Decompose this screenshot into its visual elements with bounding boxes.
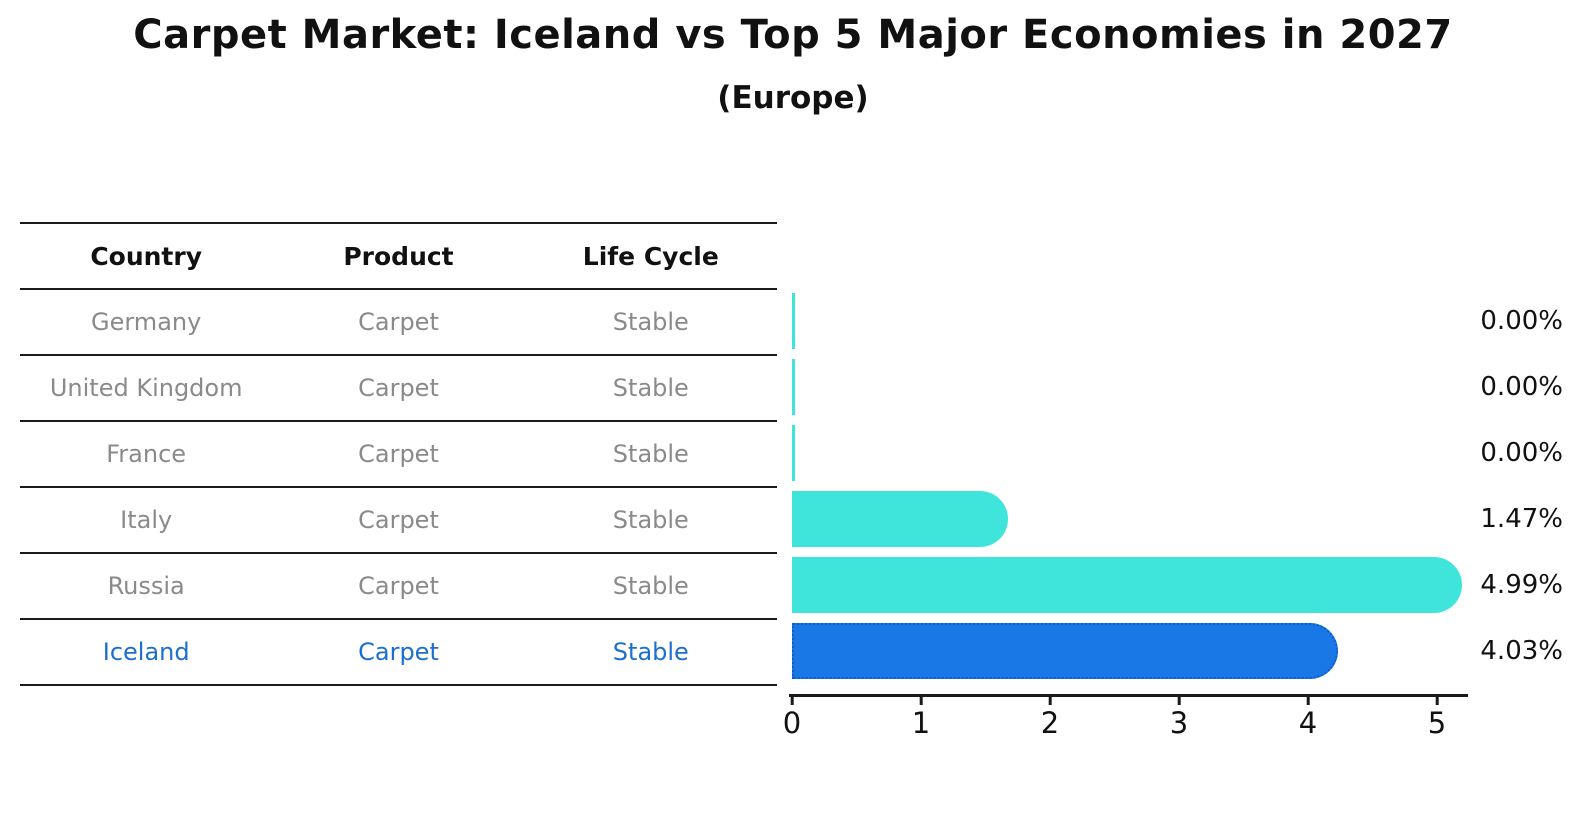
x-tick-2: [1048, 696, 1052, 705]
cell-country: Iceland: [102, 638, 190, 666]
cell-product: Carpet: [358, 440, 439, 468]
x-tick-1: [919, 696, 923, 705]
country-table: Country Product Life Cycle Germany Carpe…: [20, 222, 777, 686]
x-tick-3: [1177, 696, 1181, 705]
cell-country: Italy: [120, 506, 173, 534]
bar-italy: [792, 491, 1008, 547]
bar-france: [792, 425, 795, 481]
table-row-united-kingdom: United Kingdom Carpet Stable: [20, 356, 777, 422]
cell-life-cycle: Stable: [612, 506, 689, 534]
cell-country: Russia: [107, 572, 185, 600]
x-ticklabel-4: 4: [1298, 706, 1318, 740]
value-label-russia: 4.99%: [1480, 570, 1563, 600]
table-row-germany: Germany Carpet Stable: [20, 290, 777, 356]
x-tick-5: [1435, 696, 1439, 705]
bar-russia: [792, 557, 1462, 613]
x-ticklabel-3: 3: [1169, 706, 1189, 740]
cell-product: Carpet: [358, 374, 439, 402]
cell-life-cycle: Stable: [612, 440, 689, 468]
chart-title: Carpet Market: Iceland vs Top 5 Major Ec…: [133, 12, 1453, 58]
bar-united-kingdom: [792, 359, 795, 415]
x-tick-0: [790, 696, 794, 705]
table-row-france: France Carpet Stable: [20, 422, 777, 488]
header-life-cycle: Life Cycle: [582, 241, 719, 271]
cell-product: Carpet: [358, 506, 439, 534]
table-row-iceland: Iceland Carpet Stable: [20, 620, 777, 686]
header-product: Product: [343, 241, 454, 271]
cell-product: Carpet: [358, 308, 439, 336]
table-row-russia: Russia Carpet Stable: [20, 554, 777, 620]
x-ticklabel-5: 5: [1427, 706, 1447, 740]
x-tick-4: [1306, 696, 1310, 705]
cell-life-cycle: Stable: [612, 572, 689, 600]
cell-life-cycle: Stable: [612, 308, 689, 336]
chart-subtitle: (Europe): [717, 80, 869, 116]
header-country: Country: [90, 241, 203, 271]
value-label-united-kingdom: 0.00%: [1480, 372, 1563, 402]
x-ticklabel-0: 0: [782, 706, 802, 740]
bar-germany: [792, 293, 795, 349]
x-axis-line: [789, 694, 1468, 697]
value-label-france: 0.00%: [1480, 438, 1563, 468]
table-row-italy: Italy Carpet Stable: [20, 488, 777, 554]
cell-product: Carpet: [358, 572, 439, 600]
x-ticklabel-2: 2: [1040, 706, 1060, 740]
cell-country: United Kingdom: [49, 374, 243, 402]
value-label-italy: 1.47%: [1480, 504, 1563, 534]
x-ticklabel-1: 1: [911, 706, 931, 740]
cell-life-cycle: Stable: [612, 374, 689, 402]
bar-iceland: [792, 623, 1338, 679]
cell-country: France: [106, 440, 187, 468]
cell-country: Germany: [91, 308, 202, 336]
value-label-iceland: 4.03%: [1480, 636, 1563, 666]
table-header-row: Country Product Life Cycle: [20, 222, 777, 290]
value-label-germany: 0.00%: [1480, 306, 1563, 336]
cell-life-cycle: Stable: [612, 638, 689, 666]
cell-product: Carpet: [358, 638, 439, 666]
